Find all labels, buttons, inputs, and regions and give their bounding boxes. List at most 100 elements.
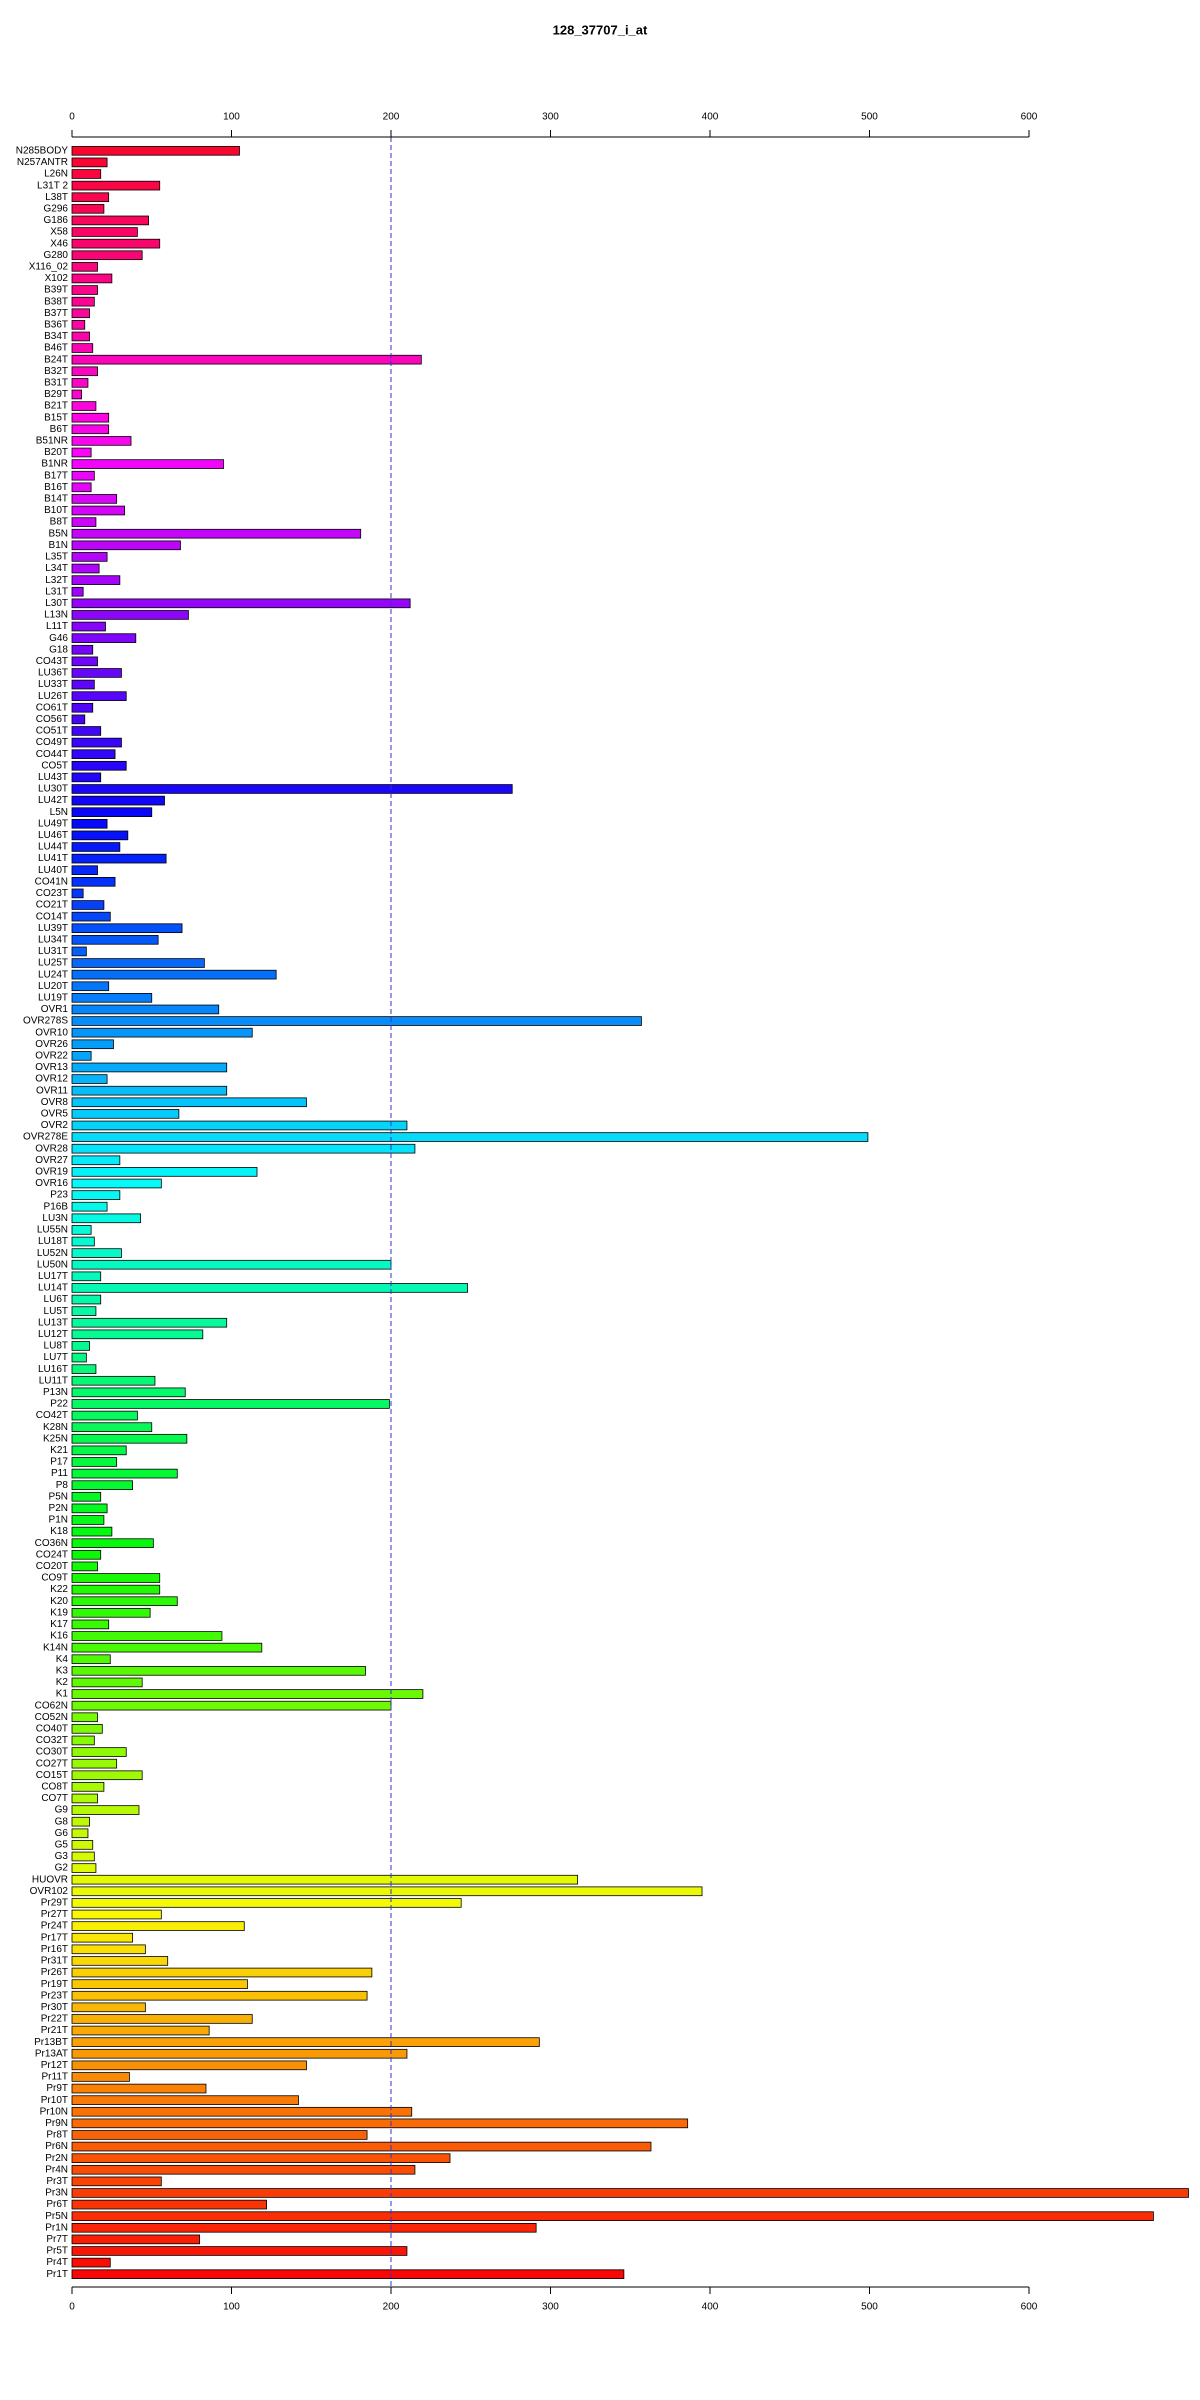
bar [71, 726, 102, 736]
bar [71, 1956, 169, 1966]
bar [71, 784, 513, 794]
y-tick-label: L30T [45, 598, 68, 609]
y-tick-label: OVR28 [35, 1143, 68, 1154]
y-tick-label: B1NR [41, 459, 68, 470]
x-tick-label: 500 [861, 112, 878, 123]
y-tick-label: Pr30T [41, 2002, 68, 2013]
y-tick-label: CO21T [36, 900, 68, 911]
y-tick-label: G8 [55, 1816, 69, 1827]
chart-title: 128_37707_i_at [553, 22, 648, 37]
bar [71, 1341, 90, 1351]
y-tick-label: B15T [44, 412, 68, 423]
y-tick-label: Pr21T [41, 2025, 68, 2036]
bar [71, 1143, 416, 1154]
x-tick-label: 0 [69, 2302, 75, 2313]
bar [71, 2222, 537, 2233]
y-tick-label: LU50N [37, 1259, 68, 1270]
y-tick-label: LU30T [38, 784, 68, 795]
y-tick-label: OVR2 [41, 1120, 69, 1131]
y-tick-label: Pr2N [45, 2153, 68, 2164]
bar [71, 1016, 642, 1026]
y-tick-label: OVR278S [23, 1016, 68, 1027]
y-tick-label: Pr26T [41, 1967, 68, 1978]
y-tick-label: CO43T [36, 656, 68, 667]
y-tick-label: CO24T [36, 1549, 68, 1560]
bar [71, 969, 277, 980]
y-tick-label: Pr5T [46, 2246, 68, 2257]
bar [71, 2199, 267, 2210]
bar [71, 1573, 161, 1583]
bar [71, 1410, 138, 1421]
y-tick-label: K22 [50, 1584, 68, 1595]
y-tick-label: CO32T [36, 1735, 68, 1746]
y-tick-label: G296 [44, 203, 69, 214]
y-tick-label: OVR278E [23, 1132, 68, 1143]
bar [71, 598, 411, 609]
bar [71, 2188, 1189, 2198]
bar [71, 2130, 368, 2140]
y-tick-label: LU12T [38, 1329, 68, 1340]
bar [71, 935, 159, 945]
y-tick-label: Pr5N [45, 2211, 68, 2222]
y-tick-label: LU36T [38, 668, 68, 679]
y-tick-label: X46 [50, 238, 68, 249]
bar [71, 900, 105, 910]
y-tick-label: B29T [44, 389, 68, 400]
bar [71, 1027, 253, 1038]
bar [71, 1805, 140, 1815]
x-tick-label: 200 [383, 2302, 400, 2313]
bar [71, 1747, 127, 1757]
bar [71, 192, 110, 203]
bar [71, 1039, 114, 1050]
y-tick-label: G186 [44, 215, 69, 226]
y-tick-label: LU52N [37, 1248, 68, 1259]
y-tick-label: K20 [50, 1596, 68, 1607]
y-tick-label: OVR1 [41, 1004, 69, 1015]
y-tick-label: OVR11 [36, 1085, 68, 1096]
y-tick-label: CO52N [35, 1712, 68, 1723]
y-tick-label: B24T [44, 354, 68, 365]
bar [71, 389, 82, 400]
bar [71, 1921, 245, 1931]
y-tick-label: LU25T [38, 958, 68, 969]
bar [71, 262, 98, 272]
bar [71, 1828, 89, 1839]
y-tick-label: L34T [45, 563, 68, 574]
bar [71, 1538, 154, 1549]
bar [71, 494, 118, 504]
y-tick-label: K18 [50, 1526, 68, 1537]
bar [71, 1399, 390, 1409]
y-tick-label: G18 [49, 644, 68, 655]
y-tick-label: OVR12 [35, 1074, 68, 1085]
bar [71, 2072, 130, 2082]
bar [71, 1109, 180, 1119]
y-tick-label: Pr1T [46, 2269, 68, 2280]
bar [71, 2164, 416, 2175]
y-tick-label: K21 [50, 1445, 68, 1456]
bar [71, 296, 95, 307]
y-tick-label: B31T [44, 378, 68, 389]
bar [71, 668, 122, 678]
bar [71, 366, 98, 377]
bar [71, 830, 129, 841]
y-tick-label: Pr13AT [35, 2048, 68, 2059]
bar [71, 1074, 108, 1084]
bar [71, 586, 84, 597]
bar [71, 749, 116, 759]
bar [71, 1306, 97, 1316]
bar [71, 1271, 102, 1282]
y-tick-label: Pr9T [46, 2083, 68, 2094]
bar [71, 1886, 703, 1897]
bar [71, 2002, 146, 2013]
y-tick-label: LU55N [37, 1225, 68, 1236]
bar [71, 842, 121, 852]
bar [71, 1468, 178, 1479]
y-tick-label: P23 [50, 1190, 68, 1201]
y-tick-label: B38T [44, 296, 68, 307]
y-tick-label: Pr6N [45, 2141, 68, 2152]
bar [71, 447, 92, 458]
bar [71, 610, 189, 620]
y-tick-label: G9 [55, 1805, 69, 1816]
bar [71, 1967, 373, 1978]
bar [71, 2014, 253, 2024]
